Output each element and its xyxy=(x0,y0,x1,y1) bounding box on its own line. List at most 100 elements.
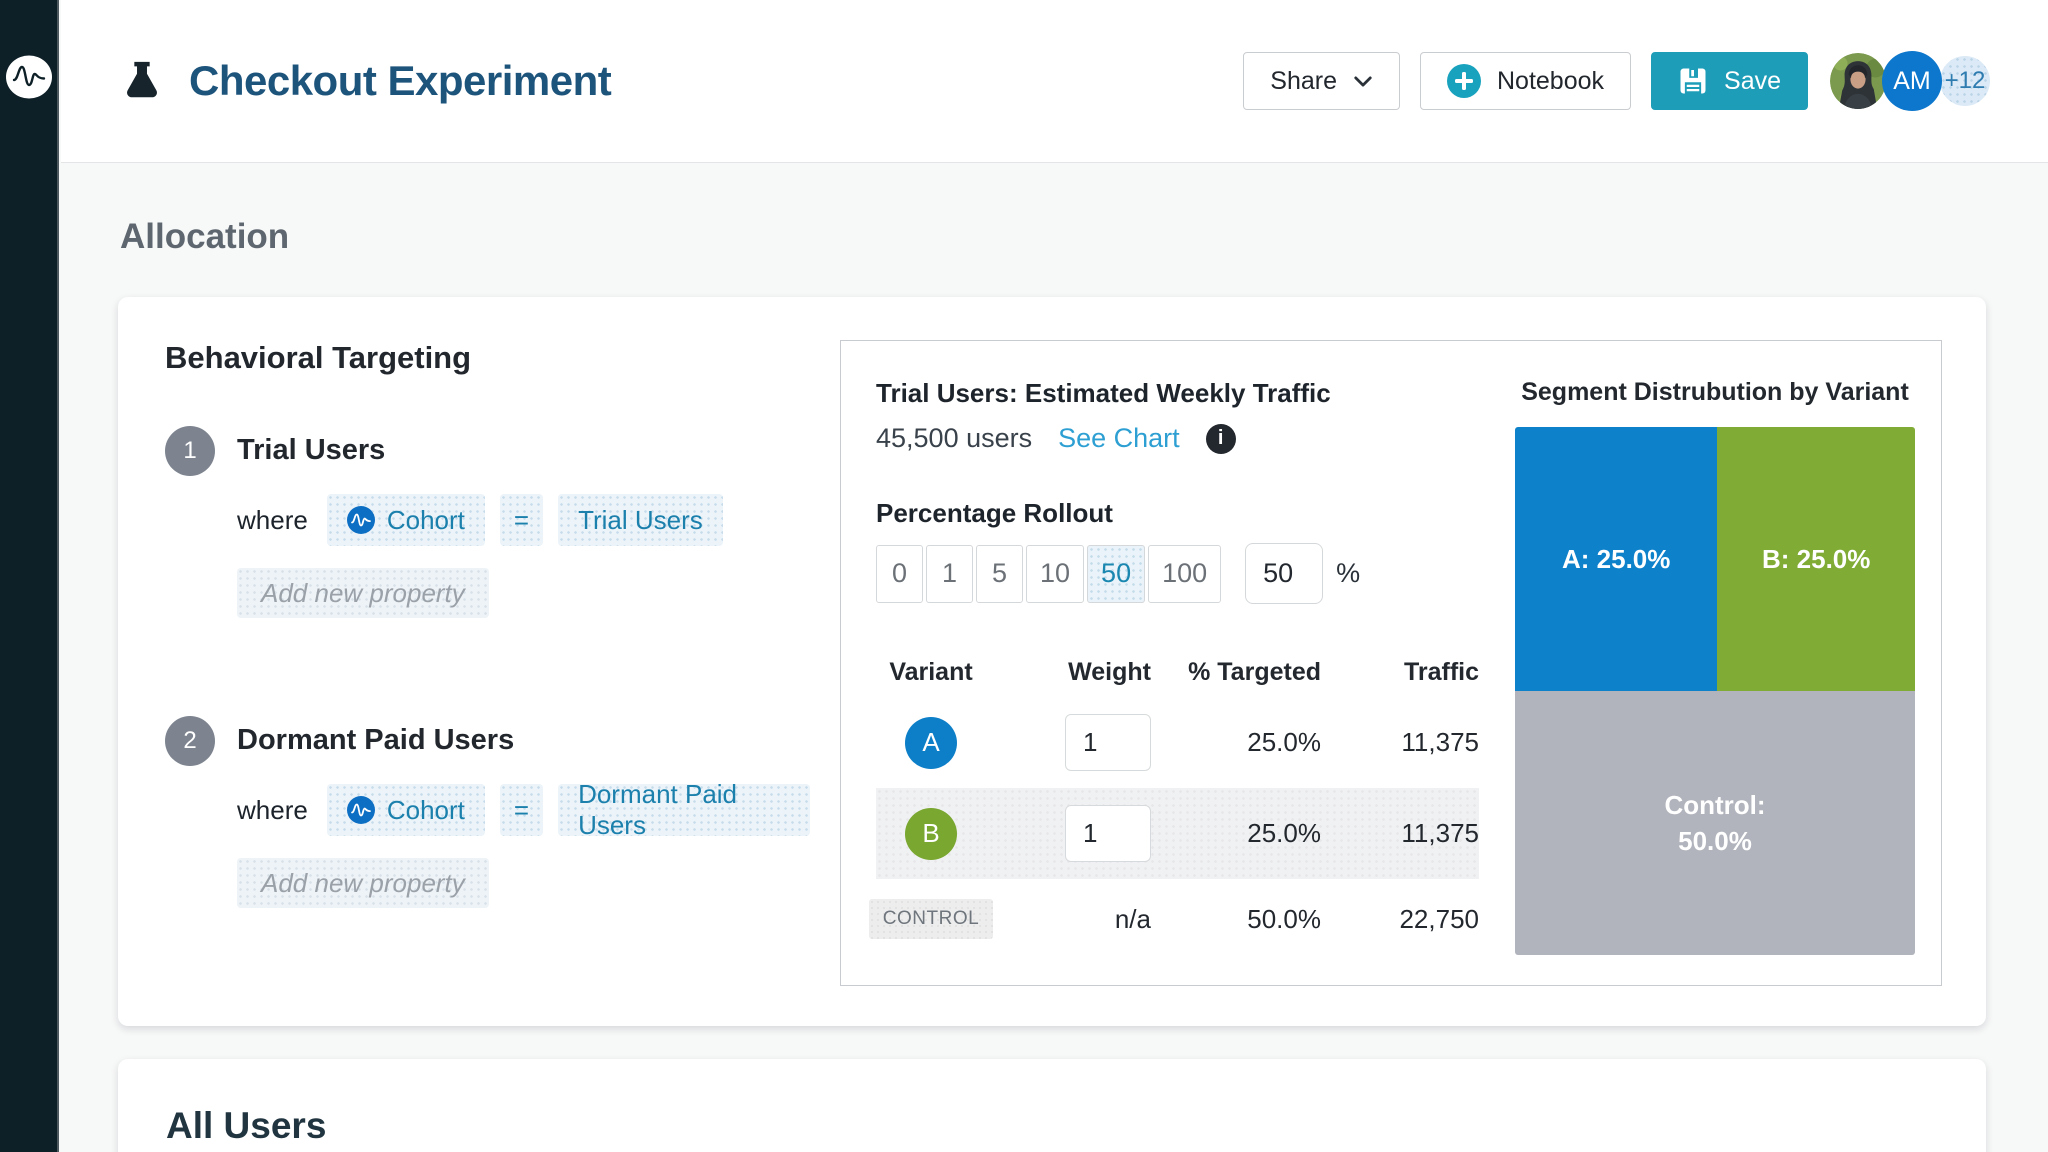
allocation-table-header: Variant Weight % Targeted Traffic xyxy=(876,658,1479,697)
value-chip[interactable]: Dormant Paid Users xyxy=(558,779,810,840)
segment-treemap: A: 25.0% B: 25.0% Control: 50.0% xyxy=(1515,427,1915,955)
save-button[interactable]: Save xyxy=(1651,52,1808,110)
property-chip-cohort[interactable]: Cohort xyxy=(326,784,485,836)
save-button-label: Save xyxy=(1724,66,1781,95)
step-body: Trial Users where Cohort = xyxy=(237,426,723,618)
variant-a-badge: A xyxy=(905,716,957,769)
amplitude-logo-icon[interactable] xyxy=(5,54,52,100)
section-title-allocation: Allocation xyxy=(120,217,290,256)
amplitude-logo-icon xyxy=(346,796,375,824)
avatar-photo-image xyxy=(1830,53,1886,109)
content-area: Allocation Behavioral Targeting 1 Trial … xyxy=(61,163,2048,1152)
step-title: Dormant Paid Users xyxy=(237,724,515,756)
variant-b-badge: B xyxy=(905,807,957,860)
page-title: Checkout Experiment xyxy=(189,57,612,104)
where-label: where xyxy=(237,794,308,825)
topbar-actions: Share Notebook xyxy=(1243,51,1990,111)
rollout-preset-0[interactable]: 0 xyxy=(876,544,923,603)
rollout-preset-group: 0 1 5 10 50 100 xyxy=(876,544,1222,603)
targeted-value-b: 25.0% xyxy=(1247,818,1321,848)
avatar-overflow-count[interactable]: +12 xyxy=(1940,56,1990,106)
traffic-estimate-value: 45,500 users xyxy=(876,423,1033,453)
topbar: Checkout Experiment Share Notebook xyxy=(61,0,2048,163)
traffic-value-b: 11,375 xyxy=(1401,818,1479,848)
col-header-traffic: Traffic xyxy=(1403,658,1479,686)
rollout-title: Percentage Rollout xyxy=(876,498,1113,528)
share-button-label: Share xyxy=(1270,66,1337,95)
col-header-targeted: % Targeted xyxy=(1188,658,1321,686)
step-number-badge: 1 xyxy=(165,426,215,476)
property-chip-label: Cohort xyxy=(386,504,465,535)
weight-input-b[interactable] xyxy=(1065,805,1151,862)
rollout-preset-100[interactable]: 100 xyxy=(1148,544,1222,603)
segment-distribution: Segment Distrubution by Variant A: 25.0%… xyxy=(1515,378,1915,955)
rollout-preset-10[interactable]: 10 xyxy=(1026,544,1085,603)
amplitude-logo-icon xyxy=(346,506,375,534)
info-icon[interactable]: i xyxy=(1205,423,1236,454)
rollout-custom-input[interactable] xyxy=(1245,543,1324,604)
rollout-controls: 0 1 5 10 50 100 % xyxy=(876,543,1479,604)
all-users-card: All Users xyxy=(118,1059,1986,1152)
targeted-value-a: 25.0% xyxy=(1247,727,1321,757)
weight-input-a[interactable] xyxy=(1065,714,1151,771)
chevron-down-icon xyxy=(1354,76,1372,86)
allocation-table: Variant Weight % Targeted Traffic A 25.0… xyxy=(868,658,1479,949)
control-badge: CONTROL xyxy=(868,899,994,939)
rollout-preset-50-selected[interactable]: 50 xyxy=(1087,544,1146,603)
step-title: Trial Users xyxy=(237,434,386,466)
property-chip-cohort[interactable]: Cohort xyxy=(326,494,485,546)
step-body: Dormant Paid Users where Cohort = xyxy=(237,716,810,908)
experiment-title-group: Checkout Experiment xyxy=(119,57,1243,105)
avatar-photo[interactable] xyxy=(1830,53,1886,109)
where-row: where Cohort = Trial Users xyxy=(237,494,723,546)
treemap-control-label: Control: xyxy=(1664,789,1766,820)
add-new-property-button[interactable]: Add new property xyxy=(237,568,489,618)
treemap-segment-a: A: 25.0% xyxy=(1515,427,1718,691)
targeted-value-control: 50.0% xyxy=(1247,903,1321,934)
treemap-top-row: A: 25.0% B: 25.0% xyxy=(1515,427,1915,691)
col-header-weight: Weight xyxy=(1068,658,1151,686)
collaborator-avatars: AM +12 xyxy=(1830,51,1990,111)
col-header-variant: Variant xyxy=(889,658,973,686)
share-button[interactable]: Share xyxy=(1243,52,1400,110)
see-chart-link[interactable]: See Chart xyxy=(1058,423,1180,453)
treemap-segment-b: B: 25.0% xyxy=(1717,427,1915,691)
property-chip-label: Cohort xyxy=(386,794,465,825)
table-row-variant-b: B 25.0% 11,375 xyxy=(876,788,1479,879)
table-row-control: CONTROL n/a 50.0% 22,750 xyxy=(868,879,1479,949)
notebook-button-label: Notebook xyxy=(1496,66,1605,95)
operator-chip[interactable]: = xyxy=(499,784,544,836)
all-users-card-title: All Users xyxy=(166,1105,327,1146)
avatar-initials[interactable]: AM xyxy=(1882,51,1942,111)
traffic-panel-title: Trial Users: Estimated Weekly Traffic xyxy=(876,378,1331,408)
traffic-panel: Trial Users: Estimated Weekly Traffic 45… xyxy=(840,340,1942,986)
where-label: where xyxy=(237,504,308,535)
treemap-control-percent: 50.0% xyxy=(1678,826,1752,856)
plus-circle-icon xyxy=(1446,64,1481,98)
rollout-preset-5[interactable]: 5 xyxy=(976,544,1023,603)
traffic-panel-left: Trial Users: Estimated Weekly Traffic 45… xyxy=(868,378,1479,955)
segment-distribution-title: Segment Distrubution by Variant xyxy=(1521,378,1909,406)
left-nav-rail xyxy=(0,0,59,1152)
targeting-column: Behavioral Targeting 1 Trial Users where xyxy=(165,340,810,986)
add-new-property-button[interactable]: Add new property xyxy=(237,858,489,908)
notebook-button[interactable]: Notebook xyxy=(1419,52,1632,110)
operator-chip[interactable]: = xyxy=(499,494,544,546)
targeting-step-2: 2 Dormant Paid Users where Cohort xyxy=(165,716,810,908)
traffic-estimate-line: 45,500 users See Chart i xyxy=(876,423,1479,454)
rollout-preset-1[interactable]: 1 xyxy=(926,544,973,603)
behavioral-card-title: Behavioral Targeting xyxy=(165,340,472,375)
value-chip[interactable]: Trial Users xyxy=(558,494,723,546)
behavioral-targeting-card: Behavioral Targeting 1 Trial Users where xyxy=(118,297,1986,1026)
rollout-percent-unit: % xyxy=(1336,558,1361,588)
save-icon xyxy=(1680,68,1706,94)
main-area: Checkout Experiment Share Notebook xyxy=(61,0,2048,1152)
table-row-variant-a: A 25.0% 11,375 xyxy=(876,697,1479,788)
treemap-segment-control: Control: 50.0% xyxy=(1515,691,1915,955)
step-number-badge: 2 xyxy=(165,716,215,766)
traffic-value-a: 11,375 xyxy=(1401,727,1479,757)
flask-icon xyxy=(127,61,157,98)
traffic-value-control: 22,750 xyxy=(1399,903,1479,934)
where-row: where Cohort = Dormant Paid Users xyxy=(237,779,810,840)
targeting-step-1: 1 Trial Users where Cohort xyxy=(165,426,810,618)
